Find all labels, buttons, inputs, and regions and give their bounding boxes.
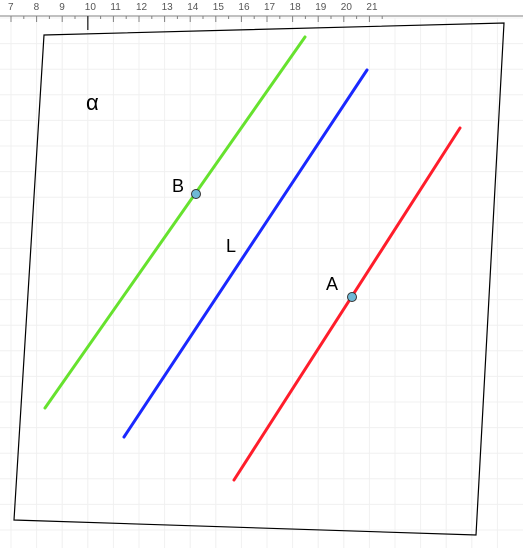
ruler-number: 13 xyxy=(162,2,174,13)
ruler-number: 12 xyxy=(136,2,148,13)
label-alpha: α xyxy=(86,90,99,115)
ruler-number: 21 xyxy=(366,2,378,13)
ruler-number: 16 xyxy=(238,2,250,13)
ruler-number: 11 xyxy=(110,2,121,13)
diagram-canvas: 7 8 9 10 11 12 13 14 15 16 17 18 19 20 21 B Aα L xyxy=(0,0,523,548)
ruler-number: 14 xyxy=(187,2,199,13)
point-label-B: B xyxy=(172,176,184,196)
point-label-A: A xyxy=(326,274,338,294)
ruler-number: 17 xyxy=(264,2,276,13)
line-blue xyxy=(124,70,367,437)
ruler-number: 10 xyxy=(85,2,97,13)
ruler-number: 15 xyxy=(213,2,225,13)
ruler-number: 18 xyxy=(290,2,302,13)
ruler-number: 9 xyxy=(59,2,65,13)
point-A xyxy=(348,293,357,302)
ruler-number: 8 xyxy=(34,2,40,13)
label-L: L xyxy=(226,236,236,256)
ruler-number: 20 xyxy=(341,2,353,13)
ruler-number: 7 xyxy=(8,2,14,13)
point-B xyxy=(192,190,201,199)
diagram-svg: 7 8 9 10 11 12 13 14 15 16 17 18 19 20 21 B Aα L xyxy=(0,0,523,548)
ruler-number: 19 xyxy=(315,2,327,13)
